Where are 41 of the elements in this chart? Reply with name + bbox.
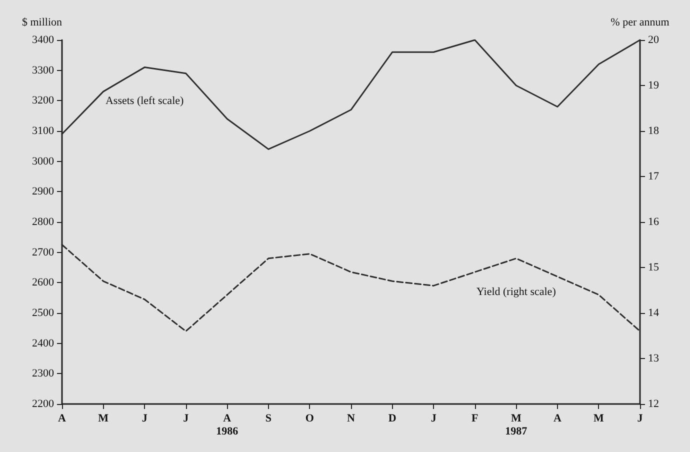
y2-tick-label: 17: [648, 170, 660, 182]
y-tick-label: 2400: [32, 337, 54, 350]
y-tick-label: 2300: [32, 368, 54, 380]
x-tick-label: O: [305, 412, 314, 424]
y2-tick-label: 19: [648, 80, 660, 92]
y2-tick-label: 13: [648, 352, 660, 364]
y-tick-label: 3000: [32, 155, 54, 168]
y2-tick-label: 18: [648, 125, 660, 137]
y2-tick-label: 14: [648, 307, 660, 319]
y-tick-label: 2800: [32, 216, 54, 228]
x-tick-label: N: [347, 412, 356, 424]
y-tick-label: 3400: [32, 34, 54, 46]
y-tick-label: 2700: [32, 246, 54, 258]
y2-tick-label: 16: [648, 216, 660, 228]
y-tick-label: 2200: [32, 398, 54, 410]
y-tick-label: 2600: [32, 276, 54, 289]
y-tick-label: 3100: [32, 125, 54, 137]
x-tick-label: S: [265, 412, 272, 424]
x-tick-label: F: [471, 412, 478, 424]
y-tick-label: 2500: [32, 307, 54, 319]
series-label: Assets (left scale): [105, 94, 184, 107]
x-tick-label: D: [388, 412, 396, 424]
y2-tick-label: 15: [648, 262, 660, 274]
x-tick-label: A 1986: [216, 412, 239, 438]
y2-tick-label: 12: [648, 398, 659, 410]
x-tick-label: M: [594, 412, 605, 424]
y-tick-label: 2900: [32, 186, 54, 198]
x-tick-label: M 1987: [505, 412, 528, 438]
y2-axis-title: % per annum: [610, 16, 670, 28]
x-tick-label: M: [98, 412, 110, 424]
x-tick-label: J: [430, 412, 437, 424]
x-tick-label: J: [183, 412, 190, 424]
y2-tick-label: 20: [648, 34, 660, 46]
y-tick-label: 3200: [32, 94, 54, 107]
y-axis-title: $ million: [22, 16, 62, 28]
y-tick-label: 3300: [32, 64, 54, 76]
x-tick-label: A: [58, 412, 66, 424]
series-label: Yield (right scale): [476, 286, 556, 298]
x-tick-label: J: [142, 412, 148, 424]
x-tick-label: J: [637, 412, 644, 424]
x-tick-label: A: [553, 412, 562, 424]
